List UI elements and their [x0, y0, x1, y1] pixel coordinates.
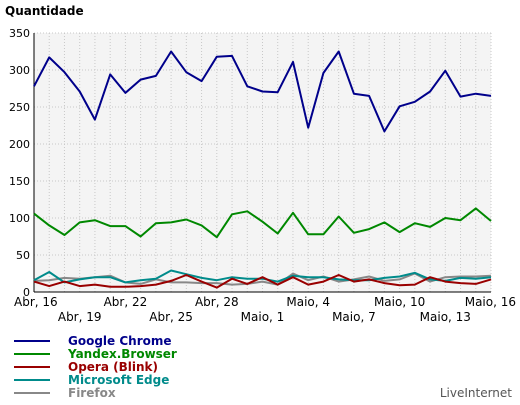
x-tick-label: Maio, 10 — [374, 295, 425, 309]
legend-label: Firefox — [68, 385, 116, 400]
y-tick-label: 350 — [9, 27, 30, 40]
y-tick-label: 100 — [9, 212, 30, 225]
series-line-microsoft-edge — [33, 269, 492, 284]
x-tick-label: Maio, 7 — [332, 310, 376, 324]
legend-item: Opera (Blink) — [14, 359, 177, 374]
y-tick-label: 150 — [9, 175, 30, 188]
y-tick-label: 300 — [9, 64, 30, 77]
x-tick-label: Maio, 1 — [241, 310, 285, 324]
x-tick-label: Maio, 13 — [420, 310, 471, 324]
series-line-google-chrome — [33, 50, 492, 133]
x-tick-label: Maio, 4 — [286, 295, 330, 309]
legend-item: Firefox — [14, 385, 177, 400]
legend-swatch — [14, 339, 50, 342]
legend-swatch — [14, 352, 50, 355]
y-tick-label: 200 — [9, 138, 30, 151]
x-tick-label: Abr, 28 — [195, 295, 239, 309]
legend-label: Opera (Blink) — [68, 359, 158, 374]
y-axis-title: Quantidade — [5, 4, 84, 18]
legend-item: Google Chrome — [14, 333, 177, 348]
legend-swatch — [14, 391, 50, 394]
x-tick-label: Abr, 22 — [104, 295, 148, 309]
legend-item: Yandex.Browser — [14, 346, 177, 361]
legend-swatch — [14, 378, 50, 381]
legend-label: Yandex.Browser — [68, 346, 177, 361]
x-tick-label: Abr, 19 — [58, 310, 102, 324]
y-tick-label: 250 — [9, 101, 30, 114]
legend-label: Google Chrome — [68, 333, 172, 348]
x-tick-label: Abr, 25 — [149, 310, 193, 324]
chart-legend: Google Chrome Yandex.Browser Opera (Blink)… — [14, 333, 177, 400]
legend-label: Microsoft Edge — [68, 372, 170, 387]
series-line-opera-blink — [33, 274, 492, 289]
brand-label: LiveInternet — [439, 386, 512, 400]
x-tick-label: Maio, 16 — [465, 295, 516, 309]
x-tick-label: Abr, 16 — [14, 295, 58, 309]
legend-swatch — [14, 365, 50, 368]
series-line-yandex-browser — [33, 207, 492, 239]
y-tick-label: 0 — [23, 286, 30, 299]
legend-item: Microsoft Edge — [14, 372, 177, 387]
y-tick-label: 50 — [16, 249, 30, 262]
